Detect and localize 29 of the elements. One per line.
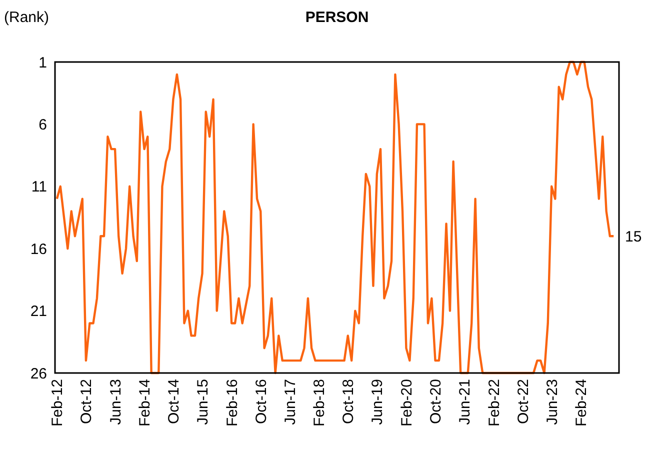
x-tick-label: Feb-22 <box>486 379 503 427</box>
x-tick-label: Feb-24 <box>573 379 590 427</box>
x-tick-label: Jun-13 <box>107 379 124 425</box>
x-tick-label: Oct-14 <box>165 379 182 424</box>
x-tick-label: Oct-12 <box>78 379 96 424</box>
y-tick-label: 26 <box>30 365 47 382</box>
x-tick-label: Feb-18 <box>311 379 328 427</box>
chart-title: PERSON <box>305 9 369 26</box>
x-tick-label: Oct-16 <box>252 379 270 424</box>
y-tick-label: 6 <box>38 116 47 134</box>
y-tick-label: 1 <box>38 54 47 72</box>
x-tick-label: Oct-20 <box>428 379 445 424</box>
y-tick-label: 21 <box>30 303 47 320</box>
x-tick-label: Oct-18 <box>340 379 358 424</box>
x-tick-label: Jun-17 <box>282 379 299 425</box>
x-tick-label: Feb-14 <box>136 379 154 427</box>
x-tick-label: Oct-22 <box>514 379 532 424</box>
x-tick-label: Jun-21 <box>456 379 474 425</box>
x-tick-label: Feb-12 <box>49 379 66 427</box>
x-tick-label: Feb-20 <box>398 379 416 427</box>
y-tick-label: 16 <box>30 240 47 258</box>
x-tick-label: Jun-23 <box>544 379 561 425</box>
x-tick-label: Jun-19 <box>369 379 386 425</box>
line-series <box>56 60 615 374</box>
x-tick-label: Feb-16 <box>224 379 241 427</box>
y-axis-title: (Rank) <box>4 9 50 26</box>
x-tick-label: Jun-15 <box>194 379 212 425</box>
annotation: 15 <box>625 228 642 246</box>
y-tick-label: 11 <box>31 178 47 196</box>
